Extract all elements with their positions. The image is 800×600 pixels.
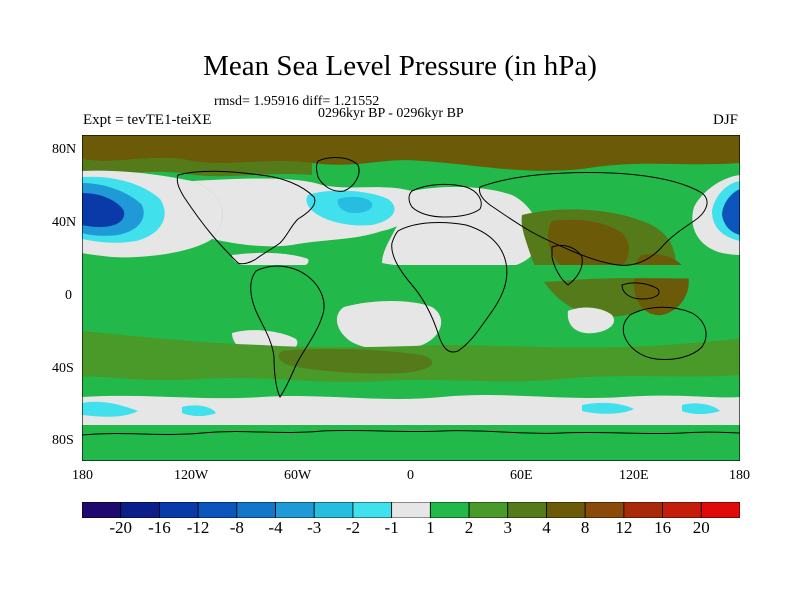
field-south-atlantic-neutral <box>336 301 442 350</box>
colorbar-swatch <box>546 502 586 518</box>
colorbar-label: -4 <box>268 518 283 537</box>
field-antarctica <box>82 425 740 461</box>
field-north-pacific-low-3 <box>82 193 125 227</box>
lat-tick-80s: 80S <box>52 433 74 448</box>
colorbar-swatch <box>584 502 625 518</box>
colorbar-label: 12 <box>615 518 633 537</box>
colorbar <box>82 502 740 518</box>
colorbar-swatch <box>159 502 199 518</box>
colorbar-label: 3 <box>503 518 513 537</box>
field-antarctic-low-east <box>682 403 720 414</box>
colorbar-label: 2 <box>464 518 474 537</box>
period-label: 0296kyr BP - 0296kyr BP <box>318 106 464 121</box>
lon-tick-120e: 120E <box>619 468 649 483</box>
experiment-label: Expt = tevTE1-teiXE <box>83 112 212 128</box>
colorbar-label: 1 <box>426 518 435 537</box>
colorbar-swatch <box>429 502 470 518</box>
lon-tick-60e: 60E <box>510 468 533 483</box>
colorbar-label: 16 <box>654 518 672 537</box>
coast-south-america <box>250 265 325 398</box>
lon-tick-60w: 60W <box>284 468 312 483</box>
coast-antarctica <box>82 429 740 436</box>
colorbar-label: 8 <box>580 518 590 537</box>
field-antarctic-neutral <box>82 395 740 425</box>
coast-europe <box>408 183 482 218</box>
coast-india <box>551 244 583 286</box>
field-antarctic-low-pacific <box>182 405 216 416</box>
field-antarctic-low-indian <box>582 402 634 414</box>
stats-line: rmsd= 1.95916 diff= 1.21552 <box>214 94 380 109</box>
coast-north-america <box>176 170 316 265</box>
colorbar-swatch <box>700 502 740 518</box>
colorbar-label: 20 <box>692 518 710 537</box>
lat-tick-80n: 80N <box>52 142 77 157</box>
pressure-difference-map <box>82 135 740 461</box>
colorbar-label: -20 <box>109 518 133 537</box>
colorbar-swatch <box>275 502 315 518</box>
colorbar-label: 4 <box>542 518 551 537</box>
colorbar-swatch <box>313 502 354 518</box>
lon-tick-180e: 180 <box>729 468 750 483</box>
colorbar-label: -2 <box>345 518 361 537</box>
field-arctic-transition <box>82 158 312 177</box>
field-east-pacific-low-2 <box>722 189 740 235</box>
coast-asia <box>479 172 708 266</box>
field-north-atlantic-low-core <box>337 196 373 213</box>
lon-tick-120w: 120W <box>174 468 209 483</box>
field-south-indian-neutral <box>567 307 614 334</box>
colorbar-label: -12 <box>186 518 210 537</box>
field-north-africa-neutral <box>382 186 539 272</box>
colorbar-swatch <box>507 502 547 518</box>
lat-tick-40s: 40S <box>52 361 74 376</box>
colorbar-label: -16 <box>148 518 171 537</box>
colorbar-swatch <box>662 502 702 518</box>
colorbar-swatch <box>352 502 393 518</box>
lat-tick-0: 0 <box>65 288 72 303</box>
lon-tick-180w: 180 <box>72 468 93 483</box>
coast-australia <box>622 306 707 360</box>
colorbar-swatch <box>82 502 122 518</box>
colorbar-label: -3 <box>307 518 322 537</box>
colorbar-label: -8 <box>229 518 244 537</box>
field-antarctic-low-west <box>82 401 138 417</box>
coast-africa <box>391 222 508 353</box>
colorbar-swatch <box>197 502 238 518</box>
lat-tick-40n: 40N <box>52 215 77 230</box>
colorbar-swatch <box>468 502 509 518</box>
colorbar-label: -1 <box>384 518 399 537</box>
colorbar-swatch <box>623 502 663 518</box>
coast-greenland <box>316 157 360 192</box>
colorbar-swatch <box>391 502 431 518</box>
plot-title: Mean Sea Level Pressure (in hPa) <box>203 50 597 82</box>
colorbar-swatch <box>120 502 160 518</box>
season-label: DJF <box>713 112 739 128</box>
field-arctic-high <box>82 135 740 171</box>
field-southern-ocean-high-core <box>278 348 433 374</box>
lon-tick-0: 0 <box>407 468 414 483</box>
colorbar-swatch <box>236 502 276 518</box>
coastlines <box>82 157 740 436</box>
coast-indonesia <box>621 282 660 300</box>
